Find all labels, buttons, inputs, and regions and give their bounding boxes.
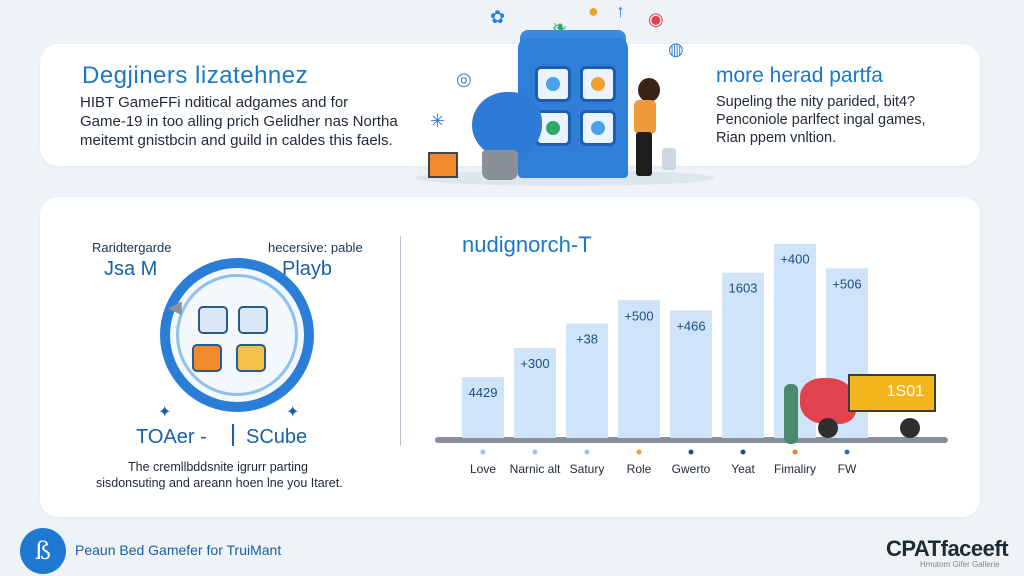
top-right-line-2: Penconiole parlfect ingal games, [716,112,926,128]
bar-label-3: +500 [624,308,653,323]
star-icon-right: ✦ [286,404,300,421]
bar-label-6: +400 [780,252,809,267]
category-label-5: Yeat [731,462,755,476]
trophy-tile [236,344,266,372]
category-label-4: Gwerto [672,462,711,476]
top-right-line-3: Rian ppem vnltion. [716,130,837,146]
bar-3[interactable] [618,300,660,438]
player-tile-2 [238,306,268,334]
target-icon: ◎ [456,69,472,89]
vase [662,148,676,170]
truck-cab [800,378,856,424]
category-label-3: Role [627,462,652,476]
big-label-right: Playb [282,258,333,280]
truck-wheel-back [900,418,920,438]
bottom-label-left: TOAer - [136,426,207,448]
bar-chart: 4429 Love +300 Narnic alt +38 Satury +500 Role +… [435,243,948,476]
plant-pot [482,150,518,180]
top-left-title: Degjiners lizatehnez [82,62,309,89]
bar-4[interactable] [670,310,712,438]
leaf-icon: ❧ [552,17,568,37]
truck-cargo: 1S01 [848,374,936,412]
legend-dot-7 [844,449,850,455]
kiosk-screen-1 [535,66,571,102]
bottom-label-right: SCube [246,426,308,448]
caption-line-1: The cremllbddsnite igrurr parting [128,460,308,474]
bar-label-2: +38 [576,331,598,346]
person-legs [636,132,652,176]
caption-line-2: sisdonsuting and areann hoen lne you Ita… [96,476,343,490]
top-right-line-1: Supeling the nity parided, bit4? [716,94,916,110]
legend-dot-3 [636,449,642,455]
legend-dot-1 [532,449,538,455]
legend-dot-5 [740,449,746,455]
category-label-2: Satury [570,462,605,476]
top-left-line-2: Game-19 in too alling prich Gelidher nas… [80,113,398,130]
category-label-6: Fimaliry [774,462,816,476]
footer-text: Peaun Bed Gamefer for TruiMant [75,542,282,558]
globe-icon: ◍ [668,39,684,59]
category-label-1: Narnic alt [510,462,561,476]
bulb-icon: ● [588,1,599,21]
top-left-line-1: HIBT GameFFi nditical adgames and for [80,94,349,111]
kiosk-screen-4 [580,110,616,146]
bar-2[interactable] [566,323,608,438]
person-body [634,100,656,134]
category-label-7: FW [838,462,857,476]
kiosk-screen-2 [580,66,616,102]
chest-tile [192,344,222,372]
brand-logo[interactable]: CPATfaceeft [886,536,1009,561]
badge-icon: ◉ [648,9,664,29]
legend-dot-0 [480,449,486,455]
label-right: hecersive: pable [268,240,363,255]
brand-subtitle: Hmutom Gifer Gallerie [920,560,1000,569]
category-label-0: Love [470,462,496,476]
legend-dot-4 [688,449,694,455]
bar-5[interactable] [722,272,764,438]
big-label-left: Jsa M [104,258,158,280]
player-tile-1 [198,306,228,334]
legend-dot-2 [584,449,590,455]
truck-label: 1S01 [886,383,924,400]
top-left-line-3: meitemt gnistbcin and guild in caldes th… [80,132,393,149]
bar-label-7: +506 [832,276,861,291]
bar-1[interactable] [514,348,556,438]
game-ring-inner [176,274,298,396]
arrow-up-icon: ↑ [616,1,625,21]
label-left: Raridtergarde [92,240,172,255]
orange-box [428,152,458,178]
star-icon-left: ✦ [158,404,172,421]
truck-person [784,384,798,444]
bar-label-4: +466 [676,318,705,333]
person-head [638,78,660,102]
blue-blob-figure [472,92,542,158]
section-divider [400,236,401,446]
bar-label-5: 1603 [729,281,758,296]
footer-logo-icon[interactable]: ß [20,528,66,574]
chart-title: nudignorch-T [462,232,592,257]
bar-0[interactable] [462,377,504,438]
legend-dot-6 [792,449,798,455]
snowflake-icon: ✳ [430,111,446,131]
speaker-icon: ◀ [168,297,182,317]
gear-icon: ✿ [490,7,506,27]
top-right-title: more herad partfa [716,64,883,87]
label-separator [232,424,234,446]
bar-label-1: +300 [520,356,549,371]
truck-wheel-front [818,418,838,438]
bar-label-0: 4429 [469,385,498,400]
